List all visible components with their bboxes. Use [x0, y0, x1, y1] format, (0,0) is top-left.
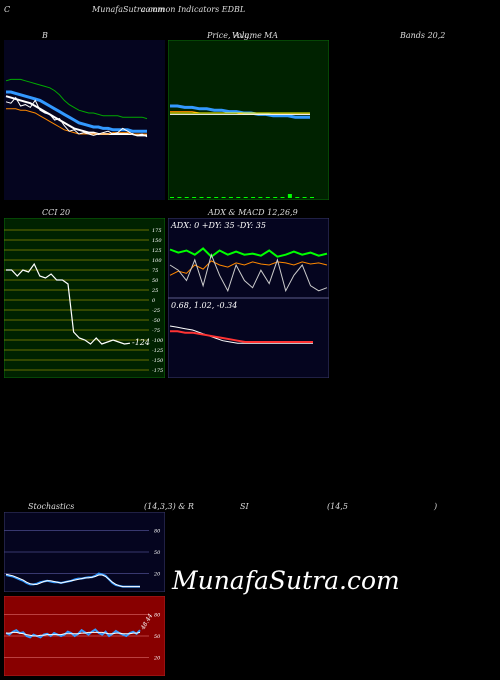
cci-bg [4, 218, 165, 378]
volume-bar [214, 197, 219, 198]
volume-bar [310, 197, 314, 198]
volume-bar [302, 197, 307, 198]
cci-tick-label: 175 [152, 228, 162, 234]
label-si: SI [240, 502, 249, 511]
volume-bar [280, 197, 285, 198]
cci-tick-label: -100 [152, 338, 164, 344]
label-stochastics: Stochastics [28, 502, 75, 511]
label-rsi-close: ) [434, 502, 438, 511]
osc-tick-label: 50 [154, 634, 161, 640]
header-title-a: MunafaSutra.com [92, 5, 165, 14]
label-b: B [42, 31, 48, 40]
volume-bar [192, 197, 197, 198]
adx-series-2 [169, 253, 328, 293]
price-chart [168, 40, 329, 200]
bands-series-4 [5, 96, 148, 138]
osc-tick-label: 20 [153, 656, 161, 662]
volume-bar [287, 194, 292, 198]
bands-series-2 [5, 95, 147, 137]
volume-bar [184, 197, 189, 198]
macd-series-1 [170, 330, 313, 343]
osc-tick-label: 20 [153, 572, 161, 578]
label-bands: Bands 20,2 [400, 31, 446, 40]
volume-bar [295, 197, 300, 198]
cci-tick-label: -75 [152, 328, 160, 334]
bands-chart [4, 40, 165, 200]
bands-series-0 [5, 78, 148, 120]
osc-tick-label: 80 [154, 528, 161, 534]
price-series-0 [170, 104, 310, 119]
cci-last-label: -124 [132, 338, 150, 347]
volume-bar [199, 197, 204, 198]
adx-series-0 [169, 247, 328, 259]
volume-bar [228, 197, 233, 198]
volume-bar [273, 197, 278, 198]
bands-series-3 [6, 108, 147, 135]
cci-tick-label: 25 [151, 288, 158, 294]
price-bg [168, 40, 329, 200]
cci-tick-label: 150 [152, 238, 162, 244]
cci-tick-label: 50 [152, 278, 159, 284]
osc-series-1 [6, 631, 141, 637]
osc-tick-label: 50 [154, 550, 161, 556]
volume-bar [236, 197, 241, 198]
macd-series-0 [169, 325, 313, 344]
cci-tick-label: -125 [152, 348, 163, 354]
macd-text: 0.68, 1.02, -0.34 [171, 301, 237, 310]
label-price: Price, [207, 31, 231, 40]
bands-series-1 [6, 90, 147, 133]
volume-bar [243, 197, 248, 198]
cci-tick-label: -175 [152, 368, 163, 374]
header-title-b: common Indicators EDBL [141, 5, 246, 14]
cci-tick-label: 100 [152, 258, 162, 264]
cci-tick-label: -25 [152, 308, 160, 314]
osc-series-1 [5, 573, 140, 588]
label-rsi-params: (14,5 [327, 502, 348, 511]
stochastics-chart: 80 50 20 [4, 512, 165, 592]
volume-bar [265, 197, 270, 198]
label-stoch-params: (14,3,3) & R [144, 502, 194, 511]
volume-bar [258, 197, 263, 198]
bands-bg [4, 40, 165, 200]
header-c: C [4, 5, 11, 14]
adx-text: ADX: 0 +DY: 35 -DY: 35 [170, 221, 266, 230]
label-adx-macd: ADX & MACD 12,26,9 [208, 208, 298, 217]
osc-tick-label: 80 [154, 612, 161, 618]
volume-bar [221, 197, 226, 198]
volume-bar [206, 197, 211, 198]
watermark: MunafaSutra.com [172, 566, 400, 595]
cci-tick-label: 0 [152, 298, 156, 304]
volume-bar [251, 197, 256, 198]
cci-tick-label: -50 [152, 318, 161, 324]
label-cci: CCI 20 [42, 208, 71, 217]
cci-series [6, 262, 131, 345]
label-ma-b: MA [264, 31, 278, 40]
label-volume: Volume [232, 31, 262, 40]
label-ma-a: Avg, [234, 31, 252, 40]
volume-bar [177, 197, 182, 198]
adx-macd-chart: ADX: 0 +DY: 35 -DY: 35 0.68, 1.02, -0.34 [168, 218, 329, 378]
cci-tick-label: 75 [152, 268, 158, 274]
cci-tick-label: 125 [152, 248, 162, 254]
cci-chart: 175 150 125 100 75 50 25 0 -25 -50 -75 -100 -125 -150… [4, 218, 165, 378]
osc-series-0 [5, 628, 141, 639]
cci-tick-label: -150 [152, 358, 164, 364]
volume-bar [170, 197, 174, 198]
